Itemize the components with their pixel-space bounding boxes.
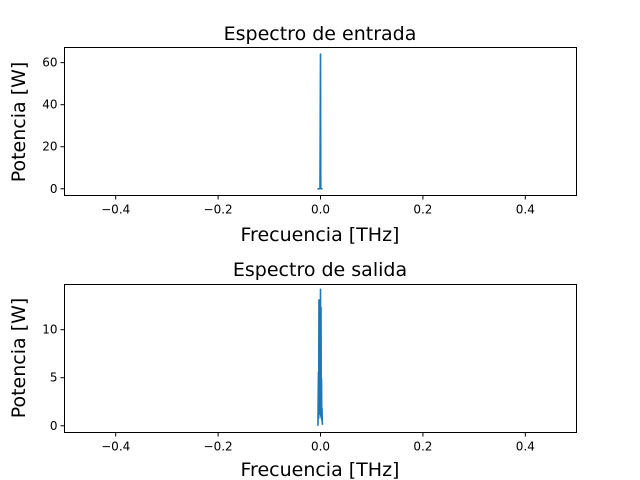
x-tick-label: −0.2	[204, 203, 233, 217]
y-axis-label: Potencia [W]	[8, 298, 30, 419]
x-tick-label: −0.4	[101, 203, 130, 217]
series-layer	[317, 53, 323, 190]
x-tick-label: −0.2	[204, 440, 233, 454]
y-ticks: 0 5 10	[42, 323, 65, 433]
subplot-input-spectrum: Espectro de entrada −0.4 −0.2 0.0 0.2 0.4 0 2…	[8, 23, 577, 246]
y-tick-label: 40	[42, 98, 57, 112]
x-axis-label: Frecuencia [THz]	[241, 224, 400, 246]
x-tick-label: −0.4	[101, 440, 130, 454]
x-ticks: −0.4 −0.2 0.0 0.2 0.4	[101, 195, 535, 217]
y-tick-label: 60	[42, 56, 57, 70]
x-tick-label: 0.2	[413, 203, 432, 217]
series-layer	[317, 288, 324, 426]
x-axis-label: Frecuencia [THz]	[241, 459, 400, 480]
x-tick-label: 0.0	[311, 440, 330, 454]
chart-title: Espectro de salida	[233, 259, 407, 281]
x-tick-label: 0.0	[311, 203, 330, 217]
x-tick-label: 0.4	[516, 440, 535, 454]
y-tick-label: 5	[50, 371, 58, 385]
y-tick-label: 10	[42, 323, 57, 337]
y-tick-label: 0	[50, 419, 58, 433]
subplot-output-spectrum: Espectro de salida −0.4 −0.2 0.0 0.2 0.4 0 5 1…	[8, 259, 577, 480]
series-line	[317, 288, 324, 426]
y-tick-label: 0	[50, 182, 58, 196]
x-ticks: −0.4 −0.2 0.0 0.2 0.4	[101, 432, 535, 454]
y-tick-label: 20	[42, 140, 57, 154]
y-ticks: 0 20 40 60	[42, 56, 65, 196]
x-tick-label: 0.4	[516, 203, 535, 217]
chart-title: Espectro de entrada	[224, 23, 417, 45]
series-line	[317, 53, 323, 190]
x-tick-label: 0.2	[413, 440, 432, 454]
y-axis-label: Potencia [W]	[8, 62, 30, 183]
